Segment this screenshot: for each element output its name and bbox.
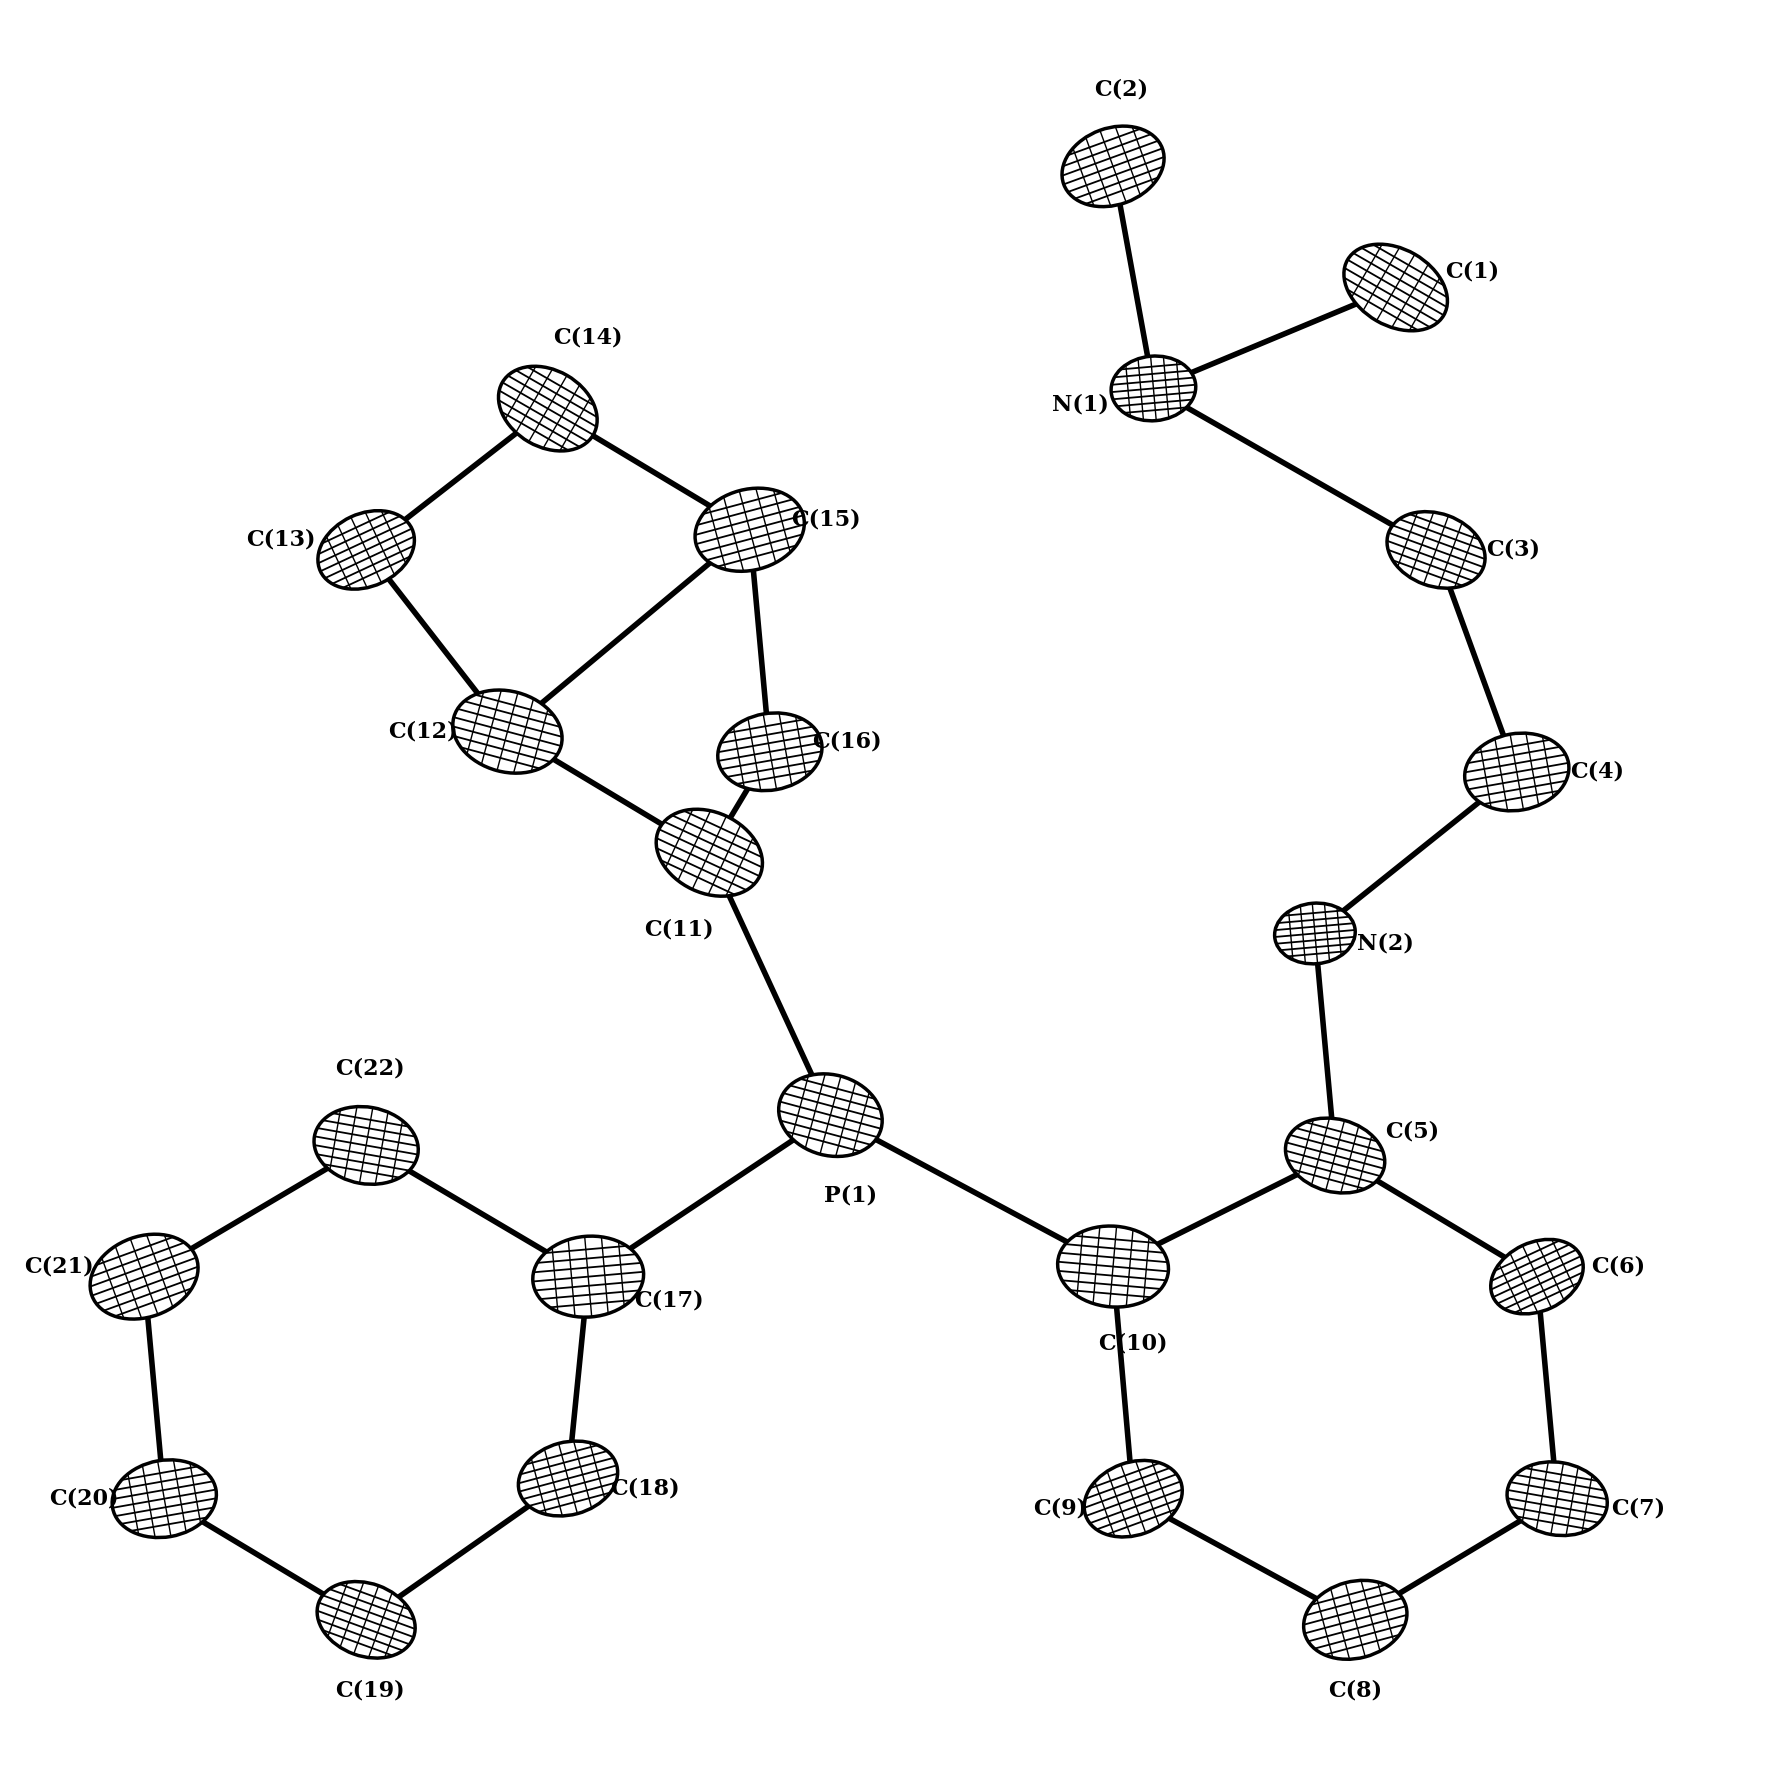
- Text: C(18): C(18): [609, 1478, 679, 1499]
- Ellipse shape: [112, 1460, 216, 1538]
- Text: C(15): C(15): [791, 509, 861, 530]
- Ellipse shape: [1274, 902, 1356, 964]
- Text: C(19): C(19): [335, 1679, 405, 1701]
- Text: C(17): C(17): [634, 1289, 704, 1312]
- Ellipse shape: [1344, 244, 1447, 330]
- Text: C(7): C(7): [1611, 1498, 1664, 1521]
- Ellipse shape: [1083, 1460, 1181, 1536]
- Text: C(4): C(4): [1570, 761, 1625, 782]
- Text: C(12): C(12): [388, 721, 458, 742]
- Ellipse shape: [656, 809, 763, 895]
- Text: C(11): C(11): [645, 918, 715, 941]
- Text: C(2): C(2): [1094, 79, 1148, 101]
- Ellipse shape: [533, 1236, 643, 1317]
- Text: C(5): C(5): [1385, 1120, 1438, 1143]
- Ellipse shape: [499, 366, 597, 450]
- Text: C(20): C(20): [48, 1487, 118, 1510]
- Text: C(1): C(1): [1445, 260, 1499, 283]
- Text: C(16): C(16): [813, 731, 882, 752]
- Text: C(8): C(8): [1328, 1679, 1383, 1701]
- Text: C(14): C(14): [554, 327, 624, 350]
- Ellipse shape: [718, 713, 822, 791]
- Text: C(22): C(22): [335, 1058, 405, 1079]
- Text: C(21): C(21): [25, 1256, 94, 1277]
- Ellipse shape: [1112, 357, 1196, 420]
- Ellipse shape: [1285, 1118, 1385, 1194]
- Text: C(3): C(3): [1486, 539, 1540, 562]
- Ellipse shape: [695, 487, 804, 570]
- Ellipse shape: [91, 1234, 198, 1319]
- Ellipse shape: [1059, 1226, 1169, 1307]
- Ellipse shape: [453, 691, 561, 774]
- Ellipse shape: [1062, 125, 1164, 207]
- Ellipse shape: [1386, 512, 1484, 588]
- Ellipse shape: [519, 1441, 618, 1515]
- Ellipse shape: [317, 1582, 415, 1658]
- Text: N(2): N(2): [1358, 932, 1413, 955]
- Text: N(1): N(1): [1053, 394, 1108, 415]
- Ellipse shape: [779, 1074, 882, 1157]
- Text: C(10): C(10): [1098, 1332, 1167, 1355]
- Ellipse shape: [1508, 1462, 1607, 1536]
- Text: C(9): C(9): [1034, 1498, 1087, 1521]
- Ellipse shape: [1465, 733, 1568, 811]
- Ellipse shape: [314, 1107, 419, 1185]
- Text: C(13): C(13): [246, 528, 315, 551]
- Ellipse shape: [317, 510, 415, 590]
- Ellipse shape: [1492, 1240, 1582, 1314]
- Text: C(6): C(6): [1591, 1256, 1645, 1277]
- Ellipse shape: [1304, 1581, 1408, 1660]
- Text: P(1): P(1): [823, 1185, 877, 1206]
